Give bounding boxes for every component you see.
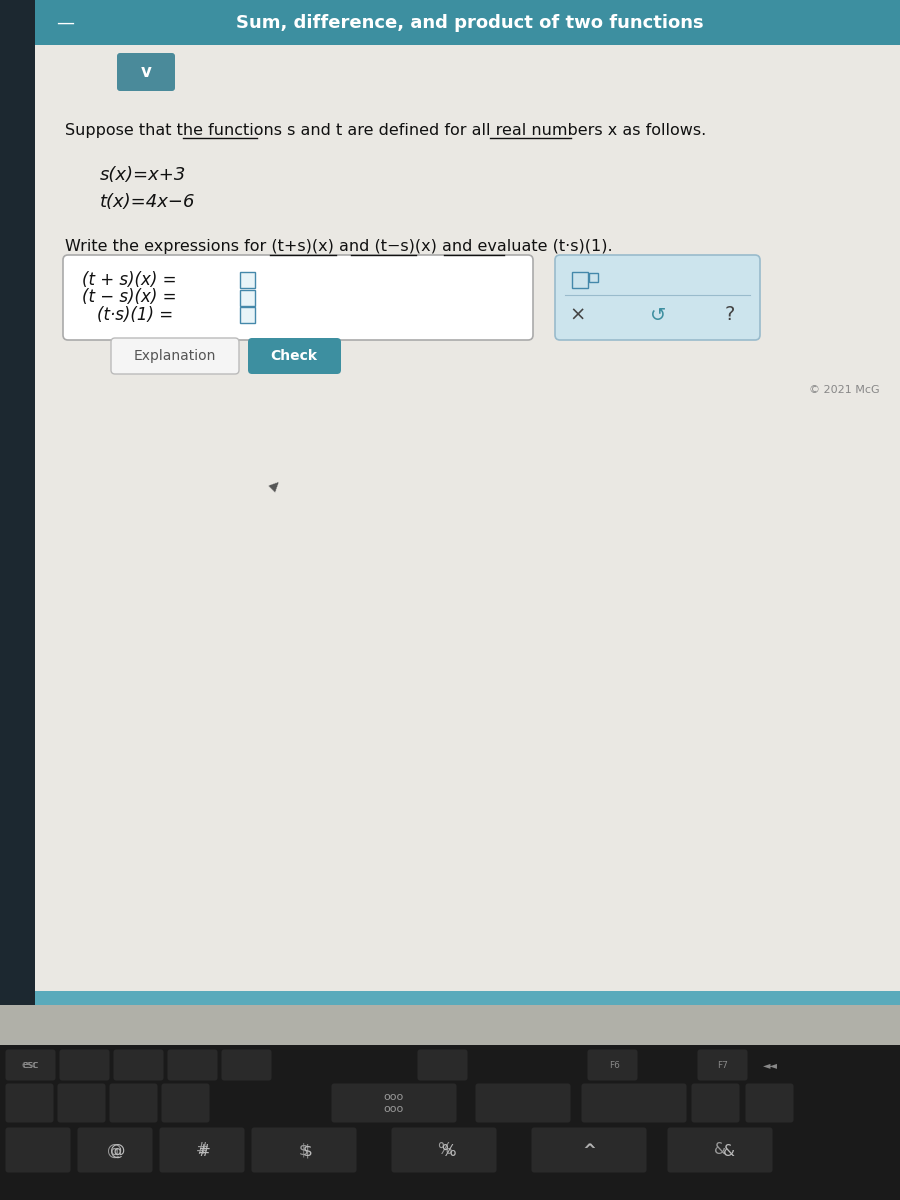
- FancyBboxPatch shape: [240, 289, 255, 306]
- Text: (t − s)(x) =: (t − s)(x) =: [82, 288, 182, 306]
- Text: ooo
ooo: ooo ooo: [384, 1092, 404, 1114]
- Text: Check: Check: [271, 349, 318, 362]
- Text: Suppose that the functions s and t are defined for all real numbers x as follows: Suppose that the functions s and t are d…: [65, 122, 706, 138]
- Text: @: @: [111, 1144, 126, 1158]
- Text: s(x)=x+3: s(x)=x+3: [100, 166, 186, 184]
- FancyBboxPatch shape: [251, 1128, 356, 1172]
- FancyBboxPatch shape: [117, 53, 175, 91]
- FancyBboxPatch shape: [555, 254, 760, 340]
- FancyBboxPatch shape: [161, 1084, 210, 1122]
- Text: #: #: [198, 1144, 211, 1158]
- Bar: [0, 1006, 900, 1045]
- Text: Write the expressions for (t+s)(x) and (t−s)(x) and evaluate (t·s)(1).: Write the expressions for (t+s)(x) and (…: [65, 240, 613, 254]
- FancyBboxPatch shape: [240, 272, 255, 288]
- FancyBboxPatch shape: [59, 1050, 110, 1080]
- FancyBboxPatch shape: [581, 1084, 687, 1122]
- Text: (t·s)(1) =: (t·s)(1) =: [97, 306, 178, 324]
- Text: %: %: [436, 1142, 451, 1158]
- Text: ?: ?: [724, 306, 735, 324]
- FancyBboxPatch shape: [5, 1050, 56, 1080]
- Bar: [35, 991, 900, 1006]
- FancyBboxPatch shape: [691, 1084, 740, 1122]
- Text: @: @: [107, 1142, 122, 1158]
- FancyBboxPatch shape: [331, 1084, 456, 1122]
- Text: ↺: ↺: [650, 306, 666, 324]
- Text: $: $: [303, 1144, 313, 1158]
- Text: ^: ^: [583, 1144, 597, 1158]
- Text: (t + s)(x) =: (t + s)(x) =: [82, 271, 182, 289]
- Bar: [0, 0, 900, 1006]
- FancyBboxPatch shape: [588, 1050, 637, 1080]
- FancyBboxPatch shape: [240, 307, 255, 323]
- FancyBboxPatch shape: [5, 1128, 70, 1172]
- Text: ▲: ▲: [267, 478, 283, 493]
- FancyBboxPatch shape: [58, 1084, 105, 1122]
- FancyBboxPatch shape: [63, 254, 533, 340]
- Text: Sum, difference, and product of two functions: Sum, difference, and product of two func…: [236, 13, 704, 31]
- Bar: [0, 0, 35, 1006]
- Text: v: v: [140, 62, 151, 80]
- Text: esc: esc: [22, 1060, 38, 1070]
- Text: #: #: [195, 1142, 209, 1158]
- FancyBboxPatch shape: [113, 1050, 164, 1080]
- Text: —: —: [56, 13, 74, 31]
- Text: ^: ^: [582, 1142, 596, 1158]
- FancyBboxPatch shape: [745, 1084, 794, 1122]
- FancyBboxPatch shape: [111, 338, 239, 374]
- FancyBboxPatch shape: [589, 272, 598, 282]
- Bar: [0, 1045, 900, 1200]
- Text: ×: ×: [570, 306, 586, 324]
- Text: esc: esc: [22, 1060, 39, 1070]
- FancyBboxPatch shape: [159, 1128, 245, 1172]
- FancyBboxPatch shape: [167, 1050, 218, 1080]
- Text: $: $: [299, 1142, 309, 1158]
- Text: &: &: [723, 1144, 735, 1158]
- Text: &: &: [714, 1142, 726, 1158]
- FancyBboxPatch shape: [572, 272, 588, 288]
- FancyBboxPatch shape: [248, 338, 341, 374]
- FancyBboxPatch shape: [110, 1084, 158, 1122]
- Text: t(x)=4x−6: t(x)=4x−6: [100, 193, 195, 211]
- Text: © 2021 McG: © 2021 McG: [809, 385, 880, 395]
- FancyBboxPatch shape: [475, 1084, 571, 1122]
- Bar: [35, 0, 900, 1006]
- FancyBboxPatch shape: [698, 1050, 748, 1080]
- FancyBboxPatch shape: [668, 1128, 772, 1172]
- Text: Explanation: Explanation: [134, 349, 216, 362]
- Bar: [35, 0, 900, 44]
- Text: ◄◄: ◄◄: [762, 1060, 778, 1070]
- FancyBboxPatch shape: [221, 1050, 272, 1080]
- Text: %: %: [441, 1144, 455, 1158]
- FancyBboxPatch shape: [392, 1128, 497, 1172]
- FancyBboxPatch shape: [5, 1084, 53, 1122]
- FancyBboxPatch shape: [418, 1050, 467, 1080]
- FancyBboxPatch shape: [532, 1128, 646, 1172]
- Text: F6: F6: [609, 1061, 620, 1069]
- Text: F7: F7: [717, 1061, 728, 1069]
- FancyBboxPatch shape: [77, 1128, 152, 1172]
